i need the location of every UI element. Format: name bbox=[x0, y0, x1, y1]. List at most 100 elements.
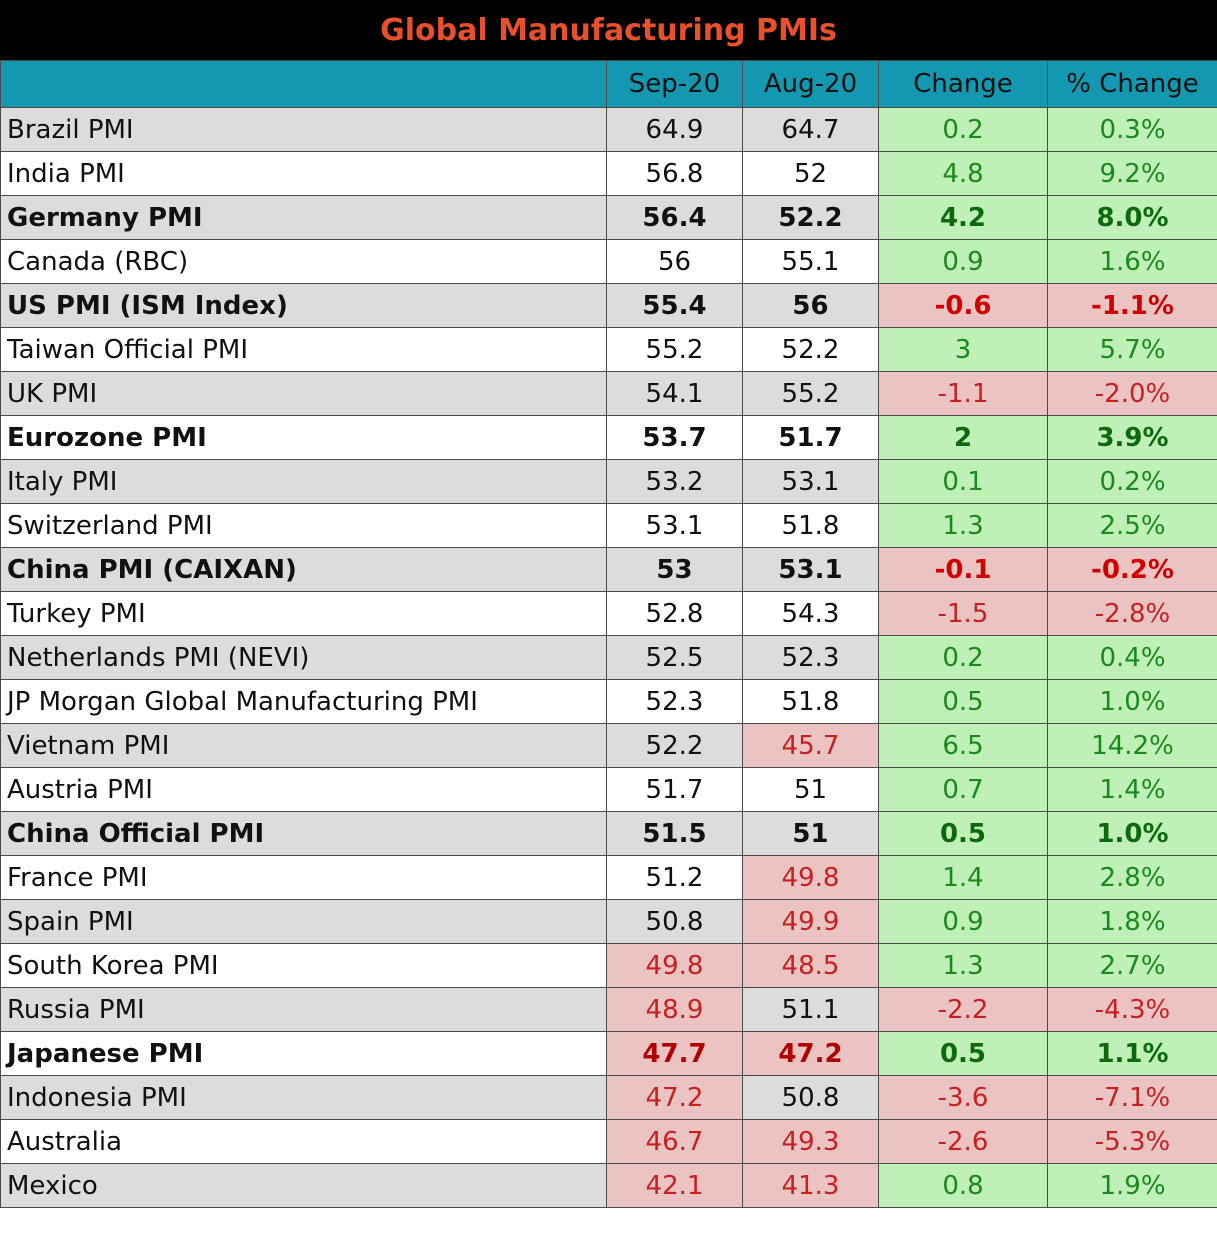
header-row: Sep-20 Aug-20 Change % Change bbox=[0, 60, 1217, 108]
row-sep-20-value: 42.1 bbox=[606, 1163, 743, 1208]
table-row: Taiwan Official PMI 55.2 52.2 3 5.7% bbox=[0, 327, 1217, 372]
row-pct-change-value: -2.0% bbox=[1047, 371, 1217, 416]
row-sep-20-value: 52.3 bbox=[606, 679, 743, 724]
row-sep-20-value: 55.4 bbox=[606, 283, 743, 328]
row-pct-change-value: 1.4% bbox=[1047, 767, 1217, 812]
row-change-value: 1.3 bbox=[878, 503, 1048, 548]
row-pct-change-value: -0.2% bbox=[1047, 547, 1217, 592]
row-pct-change-value: -7.1% bbox=[1047, 1075, 1217, 1120]
row-aug-20-value: 48.5 bbox=[742, 943, 879, 988]
table-row: Mexico 42.1 41.3 0.8 1.9% bbox=[0, 1163, 1217, 1208]
row-name: France PMI bbox=[0, 855, 607, 900]
row-pct-change-value: 1.0% bbox=[1047, 811, 1217, 856]
table-row: Canada (RBC) 56 55.1 0.9 1.6% bbox=[0, 239, 1217, 284]
row-pct-change-value: 9.2% bbox=[1047, 151, 1217, 196]
row-name: Japanese PMI bbox=[0, 1031, 607, 1076]
row-sep-20-value: 46.7 bbox=[606, 1119, 743, 1164]
table-row: Japanese PMI 47.7 47.2 0.5 1.1% bbox=[0, 1031, 1217, 1076]
row-sep-20-value: 64.9 bbox=[606, 107, 743, 152]
row-pct-change-value: 8.0% bbox=[1047, 195, 1217, 240]
row-sep-20-value: 52.2 bbox=[606, 723, 743, 768]
row-aug-20-value: 41.3 bbox=[742, 1163, 879, 1208]
row-aug-20-value: 51.8 bbox=[742, 503, 879, 548]
row-pct-change-value: 14.2% bbox=[1047, 723, 1217, 768]
header-aug-20: Aug-20 bbox=[742, 60, 879, 108]
row-aug-20-value: 53.1 bbox=[742, 459, 879, 504]
pmi-table: Sep-20 Aug-20 Change % Change Brazil PMI… bbox=[0, 60, 1217, 1208]
row-name: Switzerland PMI bbox=[0, 503, 607, 548]
header-sep-20: Sep-20 bbox=[606, 60, 743, 108]
row-name: Australia bbox=[0, 1119, 607, 1164]
row-name: Vietnam PMI bbox=[0, 723, 607, 768]
row-change-value: 0.2 bbox=[878, 107, 1048, 152]
row-change-value: -2.6 bbox=[878, 1119, 1048, 1164]
row-sep-20-value: 56.8 bbox=[606, 151, 743, 196]
row-pct-change-value: 3.9% bbox=[1047, 415, 1217, 460]
table-row: JP Morgan Global Manufacturing PMI 52.3 51… bbox=[0, 679, 1217, 724]
row-name: Russia PMI bbox=[0, 987, 607, 1032]
row-aug-20-value: 64.7 bbox=[742, 107, 879, 152]
table-row: Netherlands PMI (NEVI) 52.5 52.3 0.2 0.4% bbox=[0, 635, 1217, 680]
table-row: Austria PMI 51.7 51 0.7 1.4% bbox=[0, 767, 1217, 812]
header-change: Change bbox=[878, 60, 1048, 108]
table-row: Switzerland PMI 53.1 51.8 1.3 2.5% bbox=[0, 503, 1217, 548]
table-row: Russia PMI 48.9 51.1 -2.2 -4.3% bbox=[0, 987, 1217, 1032]
row-pct-change-value: 1.0% bbox=[1047, 679, 1217, 724]
row-aug-20-value: 51.1 bbox=[742, 987, 879, 1032]
row-change-value: 4.2 bbox=[878, 195, 1048, 240]
header-pct-change: % Change bbox=[1047, 60, 1217, 108]
row-aug-20-value: 49.8 bbox=[742, 855, 879, 900]
row-aug-20-value: 45.7 bbox=[742, 723, 879, 768]
row-sep-20-value: 53.2 bbox=[606, 459, 743, 504]
table-row: Italy PMI 53.2 53.1 0.1 0.2% bbox=[0, 459, 1217, 504]
row-sep-20-value: 53.7 bbox=[606, 415, 743, 460]
row-change-value: 0.1 bbox=[878, 459, 1048, 504]
row-name: Eurozone PMI bbox=[0, 415, 607, 460]
row-name: India PMI bbox=[0, 151, 607, 196]
row-aug-20-value: 47.2 bbox=[742, 1031, 879, 1076]
row-sep-20-value: 51.5 bbox=[606, 811, 743, 856]
table-title: Global Manufacturing PMIs bbox=[0, 0, 1217, 60]
row-aug-20-value: 51 bbox=[742, 767, 879, 812]
row-pct-change-value: 5.7% bbox=[1047, 327, 1217, 372]
row-pct-change-value: 2.8% bbox=[1047, 855, 1217, 900]
row-change-value: 0.5 bbox=[878, 811, 1048, 856]
row-change-value: 0.9 bbox=[878, 899, 1048, 944]
table-row: Brazil PMI 64.9 64.7 0.2 0.3% bbox=[0, 107, 1217, 152]
table-row: South Korea PMI 49.8 48.5 1.3 2.7% bbox=[0, 943, 1217, 988]
row-aug-20-value: 49.9 bbox=[742, 899, 879, 944]
table-row: China PMI (CAIXAN) 53 53.1 -0.1 -0.2% bbox=[0, 547, 1217, 592]
row-name: Turkey PMI bbox=[0, 591, 607, 636]
row-pct-change-value: 0.3% bbox=[1047, 107, 1217, 152]
row-change-value: 1.4 bbox=[878, 855, 1048, 900]
header-name bbox=[0, 60, 607, 108]
row-change-value: 6.5 bbox=[878, 723, 1048, 768]
row-name: Netherlands PMI (NEVI) bbox=[0, 635, 607, 680]
row-change-value: -2.2 bbox=[878, 987, 1048, 1032]
row-change-value: 2 bbox=[878, 415, 1048, 460]
row-name: Indonesia PMI bbox=[0, 1075, 607, 1120]
row-sep-20-value: 56.4 bbox=[606, 195, 743, 240]
row-aug-20-value: 56 bbox=[742, 283, 879, 328]
row-sep-20-value: 49.8 bbox=[606, 943, 743, 988]
row-change-value: 0.7 bbox=[878, 767, 1048, 812]
row-name: Mexico bbox=[0, 1163, 607, 1208]
row-sep-20-value: 48.9 bbox=[606, 987, 743, 1032]
row-aug-20-value: 54.3 bbox=[742, 591, 879, 636]
row-sep-20-value: 53 bbox=[606, 547, 743, 592]
row-name: Spain PMI bbox=[0, 899, 607, 944]
table-row: Germany PMI 56.4 52.2 4.2 8.0% bbox=[0, 195, 1217, 240]
row-change-value: 0.8 bbox=[878, 1163, 1048, 1208]
row-change-value: 3 bbox=[878, 327, 1048, 372]
row-sep-20-value: 53.1 bbox=[606, 503, 743, 548]
row-change-value: 0.9 bbox=[878, 239, 1048, 284]
row-pct-change-value: 1.1% bbox=[1047, 1031, 1217, 1076]
row-name: US PMI (ISM Index) bbox=[0, 283, 607, 328]
row-pct-change-value: -2.8% bbox=[1047, 591, 1217, 636]
table-row: Eurozone PMI 53.7 51.7 2 3.9% bbox=[0, 415, 1217, 460]
row-sep-20-value: 47.2 bbox=[606, 1075, 743, 1120]
row-pct-change-value: -1.1% bbox=[1047, 283, 1217, 328]
row-aug-20-value: 52.3 bbox=[742, 635, 879, 680]
row-pct-change-value: 1.6% bbox=[1047, 239, 1217, 284]
